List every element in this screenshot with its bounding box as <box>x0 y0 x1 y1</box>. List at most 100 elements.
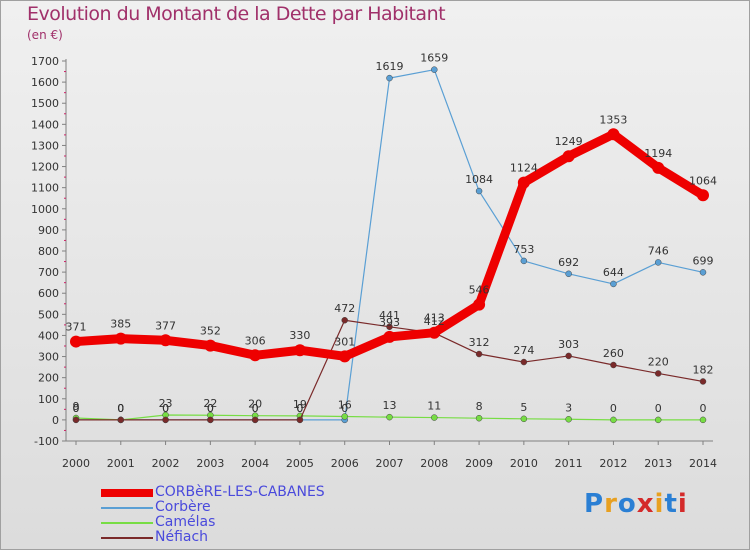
series-point-3 <box>654 370 662 377</box>
y-tick-label: 1200 <box>31 161 59 174</box>
legend-item: Camélas <box>101 515 325 530</box>
data-label-3: 303 <box>558 338 579 351</box>
series-point-0 <box>607 128 620 141</box>
data-label-1: 699 <box>693 254 714 267</box>
logo-letter: r <box>604 489 618 519</box>
y-tick-label: 1100 <box>31 182 59 195</box>
series-point-2 <box>431 414 438 421</box>
data-label-2: 0 <box>700 402 707 415</box>
x-tick-label: 2007 <box>376 457 404 470</box>
data-label-3: 260 <box>603 347 624 360</box>
legend-label: CORBèRE-LES-CABANES <box>155 484 325 500</box>
y-tick-label: 700 <box>38 266 59 279</box>
series-point-0 <box>293 344 306 357</box>
logo-letter: t <box>664 489 678 519</box>
data-label-0: 371 <box>66 321 87 334</box>
series-point-1 <box>475 187 483 195</box>
data-label-1: 644 <box>603 266 624 279</box>
data-label-1: 0 <box>296 402 303 415</box>
series-point-3 <box>72 416 80 424</box>
series-point-1 <box>431 66 438 73</box>
y-tick-label: 900 <box>38 224 59 237</box>
data-label-2: 0 <box>610 402 617 415</box>
data-label-1: 0 <box>162 402 169 415</box>
series-point-3 <box>296 416 304 424</box>
series-point-2 <box>565 416 572 423</box>
data-label-2: 3 <box>565 401 572 414</box>
data-label-3: 441 <box>379 309 400 322</box>
y-tick-label: 200 <box>38 372 59 385</box>
chart-title: Evolution du Montant de la Dette par Hab… <box>27 3 446 25</box>
y-tick-label: 1300 <box>31 139 59 152</box>
data-label-0: 1194 <box>644 147 672 160</box>
x-tick-label: 2004 <box>241 457 269 470</box>
x-tick-label: 2013 <box>644 457 672 470</box>
series-point-2 <box>386 413 393 421</box>
data-label-0: 1124 <box>510 162 538 175</box>
legend-swatch <box>101 521 153 524</box>
data-label-2: 0 <box>655 402 662 415</box>
y-tick-label: 1600 <box>31 76 59 89</box>
series-point-3 <box>117 416 125 424</box>
series-point-0 <box>697 189 709 202</box>
data-label-3: 312 <box>469 336 490 349</box>
data-label-1: 692 <box>558 256 579 269</box>
data-label-3: 220 <box>648 355 669 368</box>
data-label-2: 20 <box>248 398 262 411</box>
logo-letter: i <box>677 489 688 519</box>
data-label-1: 0 <box>341 402 348 415</box>
data-label-3: 0 <box>162 402 169 415</box>
data-label-3: 0 <box>117 402 124 415</box>
y-tick-label: 800 <box>38 245 59 258</box>
y-tick-label: -100 <box>34 435 59 448</box>
series-point-3 <box>207 416 214 424</box>
data-label-1: 753 <box>513 243 534 256</box>
data-label-0: 393 <box>379 316 400 329</box>
data-label-0: 1353 <box>599 113 627 126</box>
y-tick-label: 300 <box>38 351 59 364</box>
data-label-2: 19 <box>293 398 307 411</box>
series-point-3 <box>386 323 393 331</box>
logo-letter: P <box>584 489 605 519</box>
y-tick-label: 600 <box>38 287 59 300</box>
series-point-1 <box>610 280 617 288</box>
series-point-0 <box>70 335 82 348</box>
legend-label: Néfiach <box>155 529 209 545</box>
data-label-0: 546 <box>469 284 490 297</box>
series-point-2 <box>520 415 528 423</box>
series-point-0 <box>204 339 217 352</box>
data-label-2: 5 <box>520 401 527 414</box>
x-tick-label: 2008 <box>420 457 448 470</box>
x-tick-label: 2010 <box>510 457 538 470</box>
legend-item: Néfiach <box>101 530 325 545</box>
x-tick-label: 2006 <box>331 457 359 470</box>
series-point-0 <box>114 332 127 345</box>
x-tick-label: 2001 <box>107 457 135 470</box>
data-label-0: 1249 <box>555 135 583 148</box>
series-point-0 <box>473 298 486 311</box>
series-point-3 <box>251 416 259 424</box>
series-point-2 <box>341 413 348 420</box>
x-tick-label: 2005 <box>286 457 314 470</box>
x-tick-label: 2009 <box>465 457 493 470</box>
series-point-1 <box>699 269 707 276</box>
legend-label: Camélas <box>155 514 216 530</box>
data-label-1: 0 <box>207 402 214 415</box>
data-label-2: 16 <box>338 399 352 412</box>
y-tick-label: 1700 <box>31 55 59 68</box>
data-label-1: 1084 <box>465 173 493 186</box>
series-point-2 <box>654 416 662 424</box>
series-point-3 <box>520 358 528 366</box>
legend-label: Corbère <box>155 499 211 515</box>
logo-letter: i <box>654 489 665 519</box>
data-label-0: 385 <box>110 318 131 331</box>
x-tick-label: 2000 <box>62 457 90 470</box>
series-point-0 <box>383 330 396 343</box>
y-tick-label: 0 <box>52 414 59 427</box>
data-label-2: 8 <box>476 400 483 413</box>
series-point-1 <box>520 257 528 265</box>
data-label-2: 23 <box>159 397 173 410</box>
y-tick-label: 1000 <box>31 203 59 216</box>
